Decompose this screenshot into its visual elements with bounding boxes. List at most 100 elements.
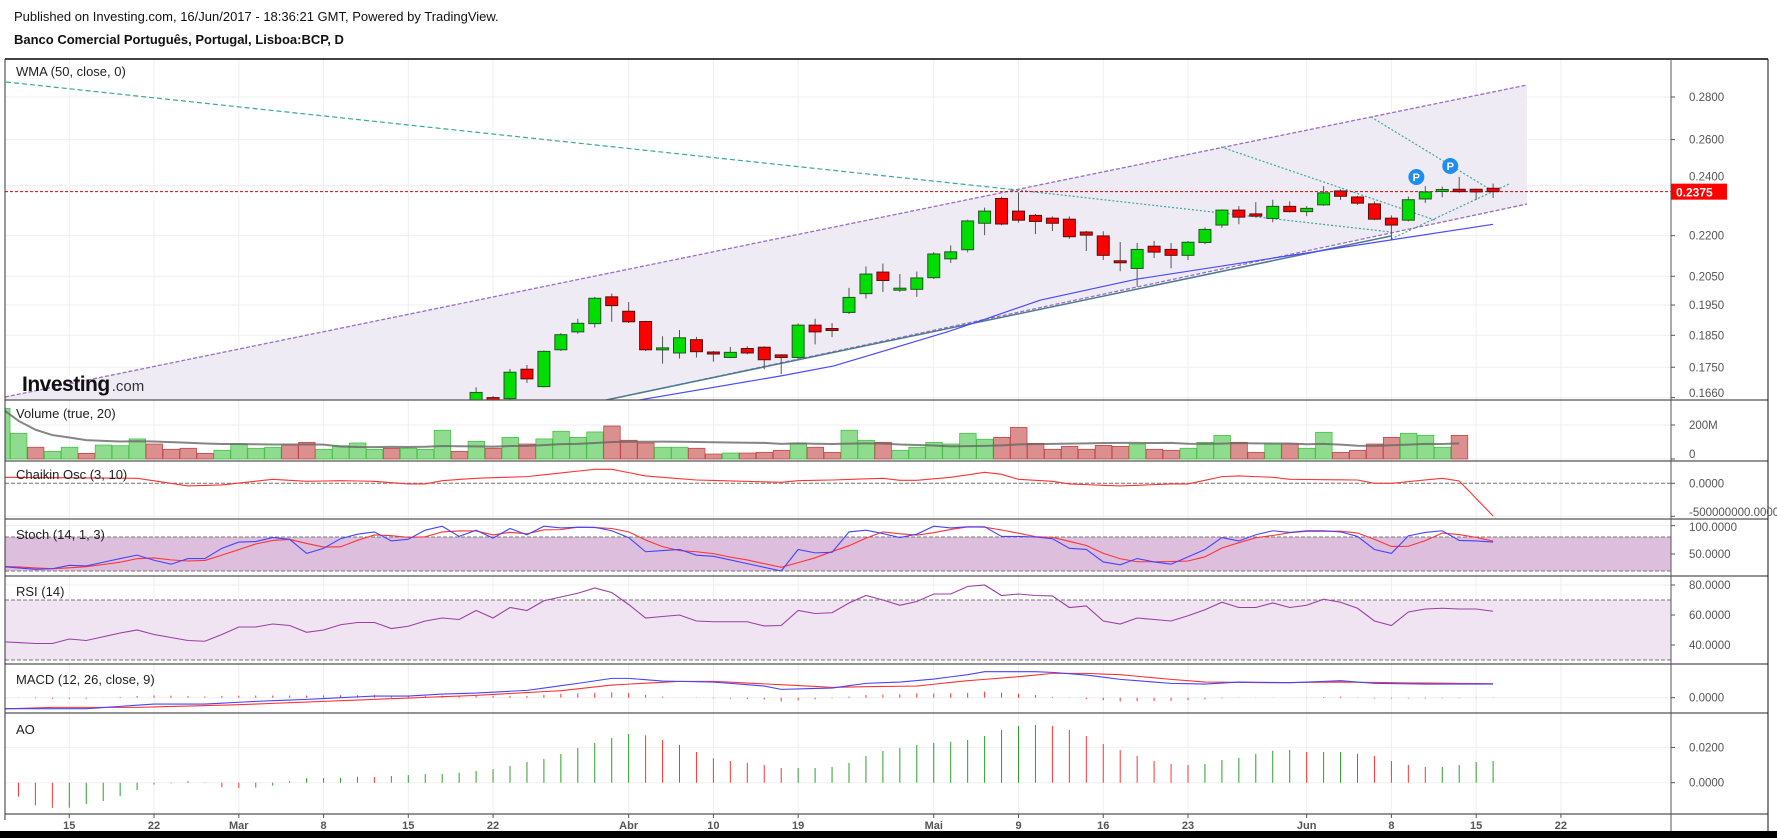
investing-logo: Investing .com — [22, 373, 144, 396]
marker-label: P — [1413, 172, 1420, 184]
volume-bar — [128, 438, 147, 460]
volume-bar — [772, 449, 791, 460]
candle — [1028, 214, 1042, 222]
volume-bar — [535, 438, 553, 460]
candle — [859, 273, 873, 295]
candle — [1147, 245, 1161, 253]
stoch-axis-label: 50.0000 — [1689, 549, 1731, 561]
volume-bar — [399, 447, 418, 460]
volume-bar — [789, 442, 808, 460]
volume-bar — [60, 446, 79, 460]
candle — [1198, 228, 1212, 244]
candle — [469, 391, 483, 400]
candle — [1283, 205, 1297, 213]
candle — [1096, 235, 1110, 256]
trend-line — [5, 81, 1018, 191]
chaikin-line-group — [5, 468, 1494, 517]
candle — [978, 210, 992, 224]
candle — [605, 296, 619, 307]
volume-bar — [1162, 449, 1180, 460]
volume-bar — [281, 444, 299, 460]
macd-axis-label: 0.0000 — [1689, 693, 1724, 705]
date-axis-label: 15 — [63, 820, 75, 832]
candle — [927, 253, 941, 279]
macd-line-group — [5, 671, 1494, 710]
chaikin-axis-label: 0.0000 — [1689, 478, 1724, 490]
candle — [520, 368, 534, 380]
volume-bar — [1094, 444, 1113, 460]
candle — [893, 287, 907, 291]
candle — [1012, 210, 1025, 221]
volume-bar — [1196, 441, 1214, 460]
candle — [740, 348, 754, 354]
date-axis-label: 15 — [402, 820, 414, 832]
pane-title-chaikin: Chaikin Osc (3, 10) — [16, 467, 127, 482]
trend-line — [1390, 183, 1510, 240]
candle — [639, 320, 653, 351]
position-marker: P — [1442, 158, 1459, 174]
trend-line — [1370, 116, 1492, 191]
stoch-band — [5, 537, 1671, 572]
candle — [995, 197, 1009, 225]
candle — [808, 324, 822, 333]
volume-bar — [264, 446, 282, 460]
candle — [1351, 196, 1364, 204]
volume-bar — [196, 452, 214, 460]
candle — [842, 296, 856, 313]
volume-bar — [1450, 434, 1469, 460]
volume-bar — [382, 447, 401, 460]
date-axis-label: Jun — [1297, 820, 1317, 832]
volume-axis-label: 0 — [1689, 449, 1695, 461]
stoch-d-line-group — [5, 526, 1494, 570]
volume-bar — [111, 445, 130, 460]
volume-bar — [315, 448, 333, 460]
rsi-line-group — [5, 584, 1494, 645]
volume-bar — [349, 442, 367, 460]
stoch-axis-label: 100.0000 — [1689, 522, 1737, 534]
marker-badge — [1408, 169, 1425, 185]
candle — [1300, 207, 1314, 213]
volume-bar — [1213, 434, 1231, 460]
date-axis-label: 19 — [792, 820, 804, 832]
pane-titles: WMA (50, close, 0) Volume (true, 20) Cha… — [16, 64, 155, 737]
date-axis-label: 9 — [1015, 820, 1021, 832]
candle — [1079, 231, 1093, 236]
volume-bar — [908, 446, 926, 460]
volume-bar — [738, 452, 757, 460]
trend-line — [1016, 189, 1392, 233]
candle — [1164, 248, 1178, 256]
volume-bar — [43, 450, 62, 460]
candle — [1249, 213, 1263, 217]
volume-bar — [976, 438, 994, 460]
candle — [1181, 241, 1195, 256]
pane-title-stoch: Stoch (14, 1, 3) — [16, 527, 105, 542]
logo-name: Investing — [22, 373, 110, 396]
volume-bar — [823, 451, 841, 460]
price-axis-label: 0.2600 — [1689, 135, 1724, 147]
indicator-bands — [5, 482, 1671, 661]
volume-bar — [721, 452, 740, 460]
position-marker: P — [1408, 169, 1425, 185]
volume-bar — [484, 447, 502, 460]
volume-bar — [1128, 443, 1147, 460]
date-axis-label: 22 — [1555, 820, 1567, 832]
candle — [571, 322, 585, 333]
candle — [656, 347, 670, 351]
candle — [1062, 218, 1076, 238]
volume-bar — [1315, 431, 1333, 460]
trend-line — [1220, 146, 1436, 221]
candle — [1215, 209, 1229, 226]
volume-bar — [1366, 443, 1384, 460]
volume-bar — [1145, 448, 1163, 460]
volume-bar — [1383, 437, 1401, 460]
candle — [1435, 188, 1449, 192]
price-axis-label: 0.1750 — [1689, 362, 1724, 374]
volume-bar — [298, 441, 316, 460]
volume-bar — [501, 437, 519, 460]
volume-bar — [1060, 446, 1079, 460]
stoch-d-line — [5, 526, 1494, 570]
volume-bar — [874, 441, 892, 460]
volume-bar — [213, 449, 231, 460]
ao-axis-label: 0.0000 — [1689, 778, 1724, 790]
